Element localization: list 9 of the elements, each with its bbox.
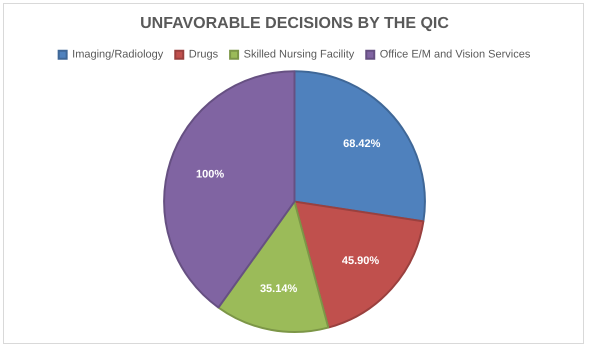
data-label: 35.14% xyxy=(260,282,298,295)
legend-label: Skilled Nursing Facility xyxy=(244,48,355,61)
legend-label: Imaging/Radiology xyxy=(72,48,164,61)
data-label: 68.42% xyxy=(343,138,381,150)
data-label: 45.90% xyxy=(342,254,380,267)
legend-label: Office E/M and Vision Services xyxy=(380,48,531,61)
data-label: 100% xyxy=(196,168,224,180)
chart-title: UNFAVORABLE DECISIONS BY THE QIC xyxy=(140,15,450,32)
legend-label: Drugs xyxy=(188,48,219,61)
